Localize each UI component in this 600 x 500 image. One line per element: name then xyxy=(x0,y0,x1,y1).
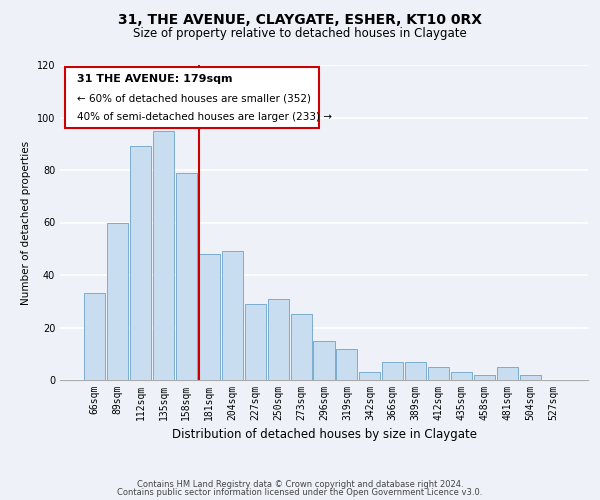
Text: 31, THE AVENUE, CLAYGATE, ESHER, KT10 0RX: 31, THE AVENUE, CLAYGATE, ESHER, KT10 0R… xyxy=(118,12,482,26)
Bar xyxy=(290,314,311,380)
Bar xyxy=(176,172,197,380)
X-axis label: Distribution of detached houses by size in Claygate: Distribution of detached houses by size … xyxy=(172,428,476,442)
Bar xyxy=(497,367,518,380)
Y-axis label: Number of detached properties: Number of detached properties xyxy=(21,140,31,304)
Bar xyxy=(153,130,174,380)
Bar xyxy=(84,294,105,380)
Text: ← 60% of detached houses are smaller (352): ← 60% of detached houses are smaller (35… xyxy=(77,94,311,104)
Bar xyxy=(245,304,266,380)
Bar xyxy=(405,362,427,380)
Text: 31 THE AVENUE: 179sqm: 31 THE AVENUE: 179sqm xyxy=(77,74,232,85)
Bar xyxy=(130,146,151,380)
Bar xyxy=(428,367,449,380)
Bar xyxy=(520,375,541,380)
Text: Contains public sector information licensed under the Open Government Licence v3: Contains public sector information licen… xyxy=(118,488,482,497)
Bar xyxy=(313,340,335,380)
Bar xyxy=(474,375,495,380)
Bar xyxy=(221,252,243,380)
Text: Contains HM Land Registry data © Crown copyright and database right 2024.: Contains HM Land Registry data © Crown c… xyxy=(137,480,463,489)
FancyBboxPatch shape xyxy=(65,66,319,128)
Text: 40% of semi-detached houses are larger (233) →: 40% of semi-detached houses are larger (… xyxy=(77,112,332,122)
Bar xyxy=(199,254,220,380)
Bar xyxy=(359,372,380,380)
Text: Size of property relative to detached houses in Claygate: Size of property relative to detached ho… xyxy=(133,28,467,40)
Bar xyxy=(107,222,128,380)
Bar xyxy=(268,298,289,380)
Bar xyxy=(382,362,403,380)
Bar xyxy=(337,348,358,380)
Bar xyxy=(451,372,472,380)
